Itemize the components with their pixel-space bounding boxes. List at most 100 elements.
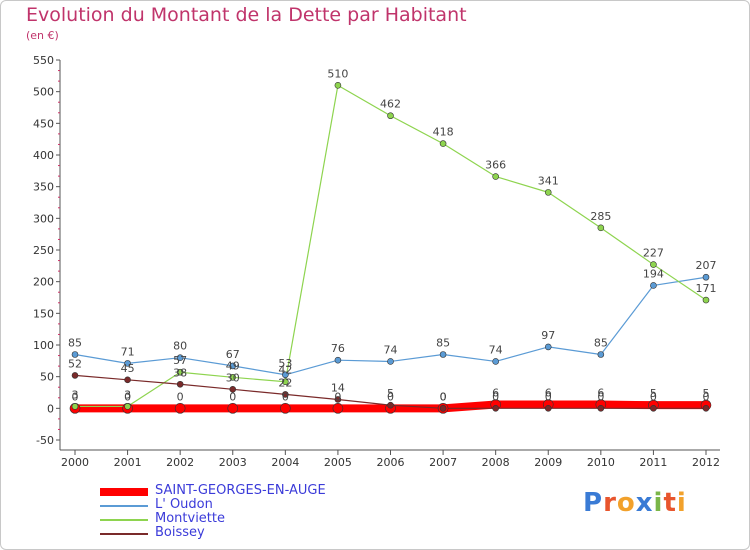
- y-tick-label: 150: [33, 307, 54, 320]
- y-tick-label: 50: [40, 371, 54, 384]
- series-point-1: [71, 351, 79, 358]
- data-label-1: 76: [331, 342, 345, 355]
- series-point-2: [702, 296, 710, 304]
- x-tick-label: 2002: [166, 456, 194, 469]
- data-label-3: 22: [278, 376, 292, 389]
- series-point-1: [282, 371, 289, 379]
- data-label-2: 510: [327, 67, 348, 80]
- series-point-1: [176, 354, 184, 361]
- data-label-0: 0: [124, 390, 131, 403]
- data-label-0: 0: [440, 390, 447, 403]
- data-label-3: 52: [68, 357, 82, 370]
- data-label-0: 5: [650, 387, 657, 400]
- series-point-1: [492, 358, 499, 365]
- y-tick-label: 300: [33, 212, 54, 225]
- data-label-1: 71: [121, 345, 135, 358]
- series-point-1: [597, 351, 605, 358]
- y-tick-label: 450: [33, 117, 54, 130]
- logo-letter: i: [676, 488, 687, 518]
- data-label-2: 227: [643, 247, 664, 260]
- legend-swatch: [100, 488, 148, 496]
- data-label-2: 3: [124, 388, 131, 401]
- legend-swatch: [100, 519, 148, 521]
- data-label-0: 0: [387, 390, 394, 403]
- series-point-2: [176, 368, 184, 376]
- series-point-1: [124, 360, 131, 367]
- data-label-1: 85: [68, 337, 82, 350]
- series-point-1: [702, 273, 710, 281]
- x-tick-label: 2000: [61, 456, 89, 469]
- data-label-2: 171: [696, 282, 717, 295]
- x-tick-label: 2003: [219, 456, 247, 469]
- data-label-3: 0: [440, 390, 447, 403]
- data-label-3: 5: [387, 387, 394, 400]
- data-label-1: 207: [696, 259, 717, 272]
- series-point-0: [332, 403, 344, 414]
- data-label-2: 49: [226, 359, 240, 372]
- y-tick-label: 0: [47, 402, 54, 415]
- x-tick-label: 2011: [639, 456, 667, 469]
- series-point-2: [650, 261, 657, 268]
- data-label-0: 6: [492, 387, 499, 400]
- series-point-1: [439, 351, 447, 358]
- x-tick-label: 2007: [429, 456, 457, 469]
- data-label-1: 53: [278, 357, 292, 370]
- legend-label: Montviette: [155, 511, 226, 526]
- y-tick-label: 100: [33, 339, 54, 352]
- series-point-2: [387, 112, 394, 120]
- data-label-0: 0: [334, 390, 341, 403]
- data-label-2: 3: [72, 388, 79, 401]
- y-tick-label: 250: [33, 244, 54, 257]
- x-tick-label: 2008: [482, 456, 510, 469]
- series-point-3: [282, 391, 289, 398]
- logo-letter: x: [635, 488, 654, 518]
- data-label-1: 74: [384, 343, 398, 356]
- data-label-0: 0: [229, 390, 236, 403]
- data-label-1: 85: [436, 337, 450, 350]
- series-point-2: [229, 373, 237, 381]
- logo-letter: i: [653, 488, 664, 518]
- y-tick-label: 350: [33, 181, 54, 194]
- data-label-1: 74: [489, 343, 503, 356]
- logo-letter: t: [663, 488, 677, 518]
- series-point-1: [544, 343, 552, 351]
- y-tick-label: -50: [36, 434, 54, 447]
- series-point-3: [334, 396, 342, 403]
- data-label-1: 80: [173, 340, 187, 353]
- legend-swatch: [100, 505, 148, 507]
- series-point-2: [124, 403, 131, 410]
- data-label-0: 0: [72, 390, 79, 403]
- series-point-3: [650, 405, 657, 412]
- series-point-3: [124, 376, 131, 384]
- chart-title: Evolution du Montant de la Dette par Hab…: [26, 4, 467, 26]
- logo-letters: Proxiti: [583, 488, 687, 518]
- data-label-3: 0: [597, 390, 604, 403]
- data-label-2: 341: [538, 174, 559, 187]
- data-label-0: 6: [597, 387, 604, 400]
- data-label-1: 194: [643, 267, 664, 280]
- series-point-0: [227, 403, 239, 414]
- series-point-1: [650, 282, 657, 289]
- series-point-2: [334, 82, 342, 89]
- series-point-1: [334, 356, 342, 364]
- y-tick-label: 400: [33, 149, 54, 162]
- data-label-1: 85: [594, 337, 608, 350]
- series-point-3: [702, 405, 710, 412]
- data-label-1: 67: [226, 348, 240, 361]
- data-label-3: 0: [545, 390, 552, 403]
- series-point-3: [229, 386, 237, 393]
- chart-subtitle: (en €): [26, 29, 59, 42]
- x-tick-label: 2012: [692, 456, 720, 469]
- series-point-3: [71, 372, 79, 379]
- data-label-3: 0: [492, 390, 499, 403]
- legend-label: Boissey: [155, 525, 205, 540]
- proxiti-logo: Proxiti: [583, 488, 687, 518]
- series-point-0: [174, 403, 186, 414]
- series-point-2: [71, 403, 79, 410]
- data-label-0: 6: [545, 387, 552, 400]
- logo-letter: r: [603, 488, 617, 518]
- legend-label: SAINT-GEORGES-EN-AUGE: [155, 483, 326, 498]
- data-label-2: 57: [173, 354, 187, 367]
